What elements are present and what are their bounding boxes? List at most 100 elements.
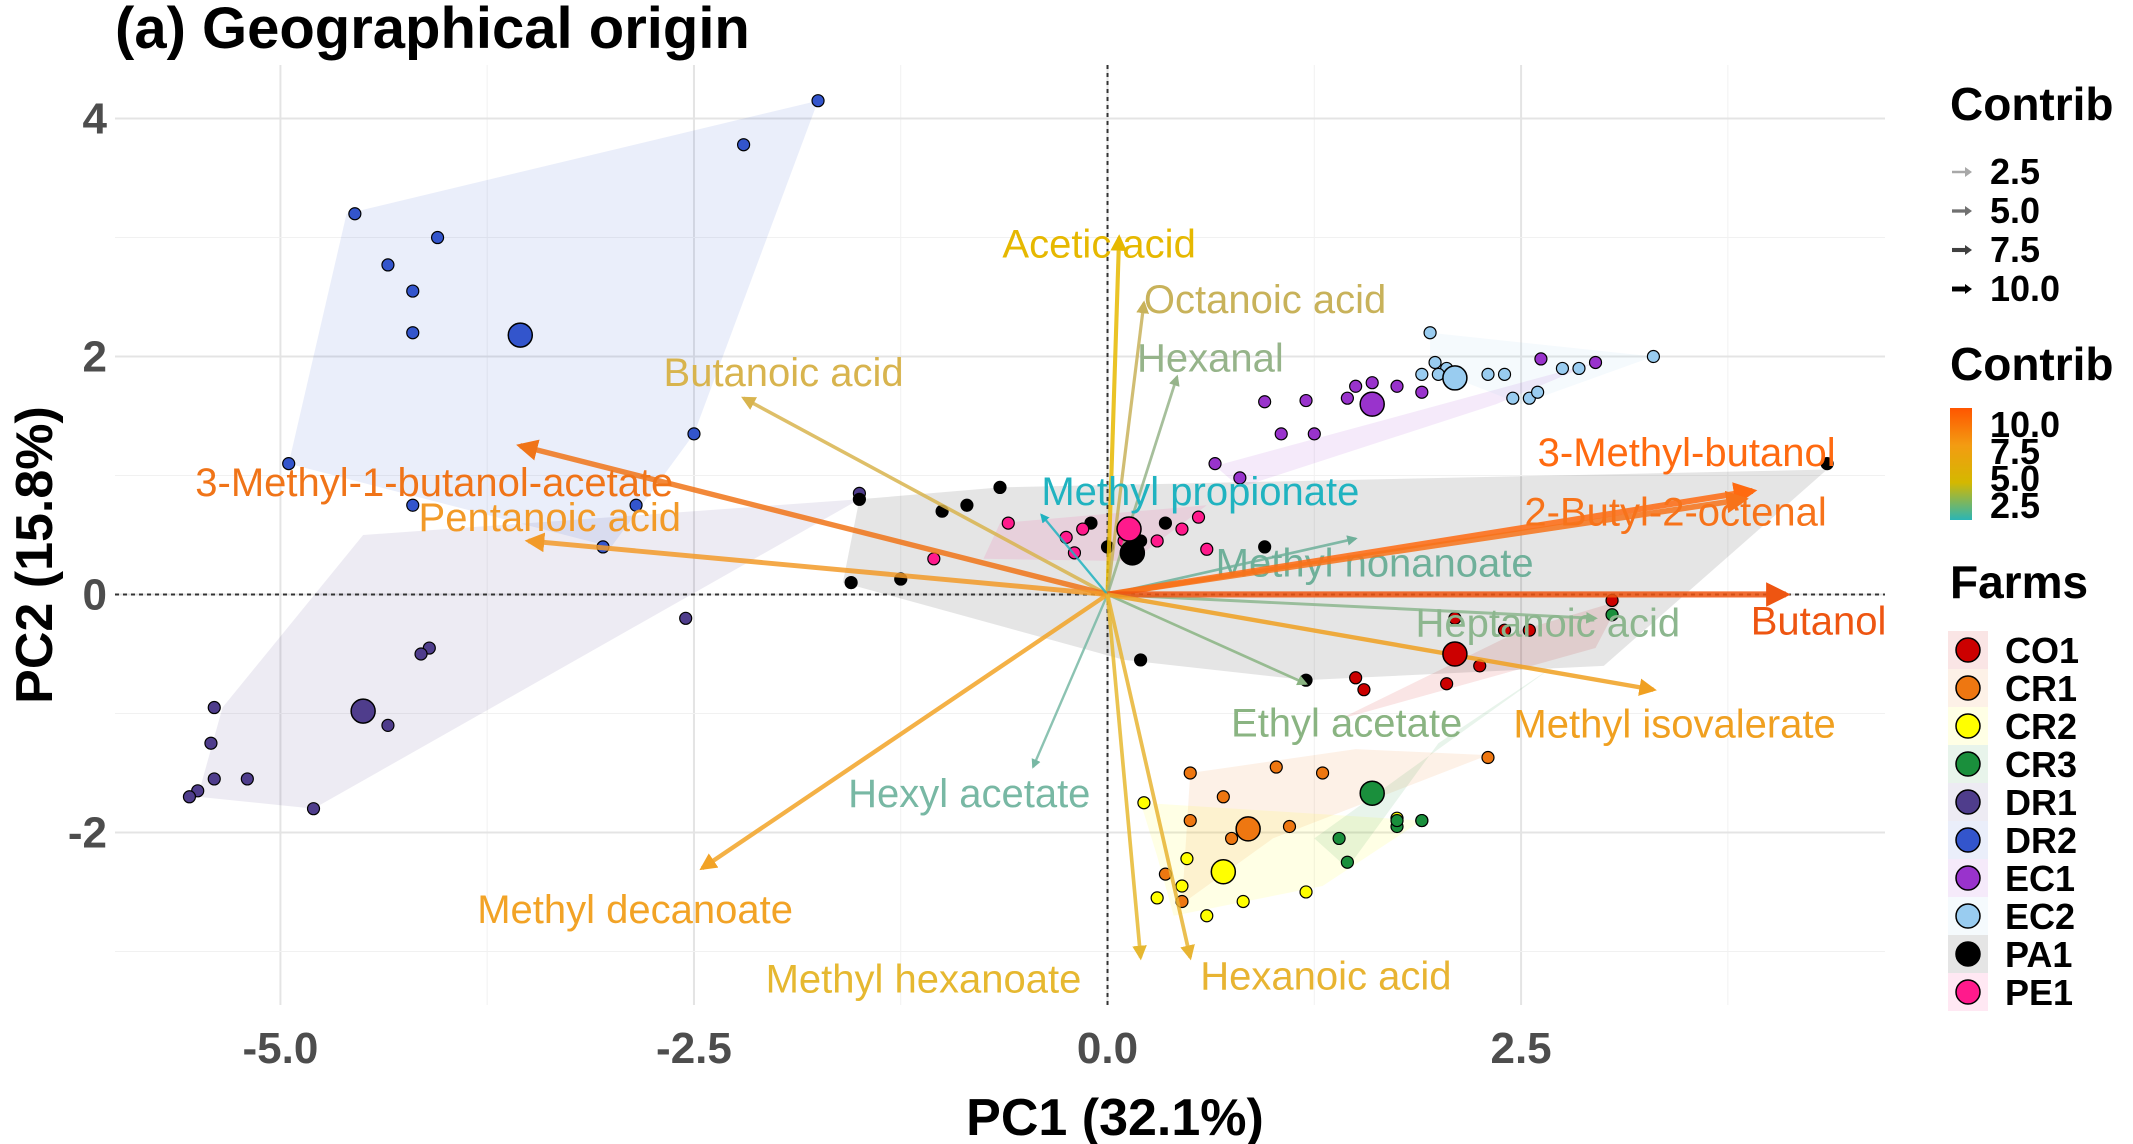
farm-legend-key-dr1 — [1955, 789, 1981, 815]
size-legend-arrowhead — [1965, 284, 1972, 294]
point-pe1 — [1076, 522, 1090, 536]
point-dr2 — [348, 207, 362, 221]
point-ec1 — [1307, 427, 1321, 441]
point-ec2 — [1428, 355, 1442, 370]
farm-legend-key-dr2 — [1955, 827, 1981, 853]
point-cr3 — [1332, 831, 1346, 846]
point-cr3 — [1340, 855, 1354, 869]
size-legend-arrowhead — [1965, 206, 1972, 216]
centroid-dr1 — [350, 698, 376, 724]
chart-title: (a) Geographical origin — [115, 0, 750, 61]
size-legend-label: 10.0 — [1990, 268, 2060, 309]
centroid-co1 — [1442, 641, 1468, 667]
point-pe1 — [1191, 510, 1206, 524]
arrow-label-methyl-hexanoate: Methyl hexanoate — [766, 957, 1082, 1001]
point-cr2 — [1150, 891, 1164, 905]
arrow-label-3-methyl-1-butanol-acetate: 3-Methyl-1-butanol-acetate — [195, 461, 673, 505]
y-tick-label: -2 — [68, 808, 107, 857]
point-dr1 — [679, 611, 693, 625]
x-axis-title: PC1 (32.1%) — [966, 1089, 1264, 1144]
centroid-cr2 — [1210, 858, 1237, 885]
point-co1 — [1497, 623, 1512, 637]
point-ec2 — [1555, 361, 1570, 376]
arrow-label-methyl-propionate: Methyl propionate — [1041, 470, 1359, 514]
point-pe1 — [1001, 516, 1015, 530]
arrow-label-butanoic-acid: Butanoic acid — [664, 351, 904, 395]
point-pa1 — [1820, 457, 1834, 471]
arrow-label-methyl-isovalerate: Methyl isovalerate — [1513, 703, 1835, 747]
point-cr1 — [1282, 819, 1297, 834]
hull-cr1 — [1181, 749, 1488, 904]
arrow-3-methyl-1-butanol-acetate — [516, 439, 1109, 598]
point-pa1 — [852, 492, 866, 506]
arrow-label-octanoic-acid: Octanoic acid — [1144, 278, 1386, 322]
arrow-pentanoic-acid — [524, 532, 1108, 597]
legend-area: Contrib2.55.07.510.0Contrib10.07.55.02.5… — [1948, 78, 2114, 1013]
color-legend-label: 2.5 — [1990, 485, 2040, 526]
point-ec1 — [1274, 427, 1288, 441]
arrow-label-ethyl-acetate: Ethyl acetate — [1231, 702, 1462, 746]
hull-ec2 — [1430, 332, 1654, 405]
arrow-label-heptanoic-acid: Heptanoic acid — [1416, 601, 1681, 645]
farm-legend-label: EC2 — [2005, 896, 2075, 937]
color-legend-label: 7.5 — [1990, 431, 2040, 472]
plot-panel: Acetic acid Octanoic acid Hexanal Butanoic … — [115, 65, 1886, 1005]
point-cr1 — [1315, 766, 1330, 780]
arrow-methyl-hexanoate — [1105, 594, 1147, 961]
size-legend-arrowhead — [1965, 167, 1972, 177]
point-cr2 — [1137, 796, 1151, 810]
farms-legend-title: Farms — [1950, 556, 2088, 608]
arrow-label-pentanoic-acid: Pentanoic acid — [419, 496, 681, 540]
y-tick-label: 4 — [83, 95, 108, 144]
point-dr2 — [811, 94, 825, 108]
point-dr1 — [381, 718, 395, 732]
point-cr2 — [1180, 852, 1194, 866]
point-cr3 — [1605, 608, 1619, 622]
point-ec1 — [1588, 355, 1603, 370]
point-cr2 — [1175, 879, 1189, 893]
arrow-label-3-methyl-butanol: 3-Methyl-butanol — [1538, 431, 1836, 475]
point-pe1 — [1150, 534, 1164, 548]
arrow-2-butyl-2-octenal — [1107, 490, 1749, 598]
farm-legend-label: PE1 — [2005, 972, 2073, 1013]
arrow-butanoic-acid — [741, 396, 1109, 597]
arrow-heptanoic-acid — [1107, 593, 1598, 624]
centroid-cr1 — [1235, 816, 1261, 842]
point-dr2 — [381, 258, 395, 272]
point-pa1 — [1299, 673, 1313, 687]
point-cr3 — [1415, 813, 1429, 828]
centroid-ec1 — [1359, 391, 1385, 417]
farm-legend-label: DR1 — [2005, 782, 2077, 823]
point-co1 — [1357, 683, 1371, 697]
hull-dr2 — [288, 100, 819, 547]
centroid-pe1 — [1116, 516, 1142, 542]
point-dr1 — [182, 790, 197, 804]
point-ec1 — [1534, 352, 1548, 366]
centroid-cr3 — [1359, 780, 1385, 806]
farm-legend-label: CR2 — [2005, 706, 2077, 747]
point-cr2 — [1299, 885, 1313, 899]
farm-legend-key-cr3 — [1955, 751, 1981, 777]
point-dr1 — [414, 647, 428, 661]
y-axis: -2 0 2 4 — [68, 95, 108, 858]
arrow-methyl-decanoate — [699, 592, 1109, 871]
x-axis: -5.0 -2.5 0.0 2.5 — [243, 1024, 1552, 1073]
arrow-label-methyl-nonanoate: Methyl nonanoate — [1216, 542, 1534, 586]
point-dr1 — [240, 772, 254, 786]
y-axis-title: PC2 (15.8%) — [6, 406, 64, 704]
size-legend-label: 7.5 — [1990, 229, 2040, 270]
point-pa1 — [993, 480, 1007, 495]
farm-legend-label: DR2 — [2005, 820, 2077, 861]
arrow-label-methyl-decanoate: Methyl decanoate — [477, 888, 793, 932]
point-ec2 — [1531, 385, 1545, 399]
point-pe1 — [1175, 522, 1189, 536]
point-cr2 — [1236, 894, 1250, 909]
point-ec2 — [1481, 367, 1495, 381]
arrow-hexanoic-acid — [1105, 594, 1195, 961]
point-cr1 — [1216, 790, 1230, 804]
point-dr1 — [204, 736, 218, 750]
point-pa1 — [844, 575, 858, 590]
point-cr2 — [1200, 909, 1214, 923]
size-legend-title: Contrib — [1950, 78, 2114, 130]
